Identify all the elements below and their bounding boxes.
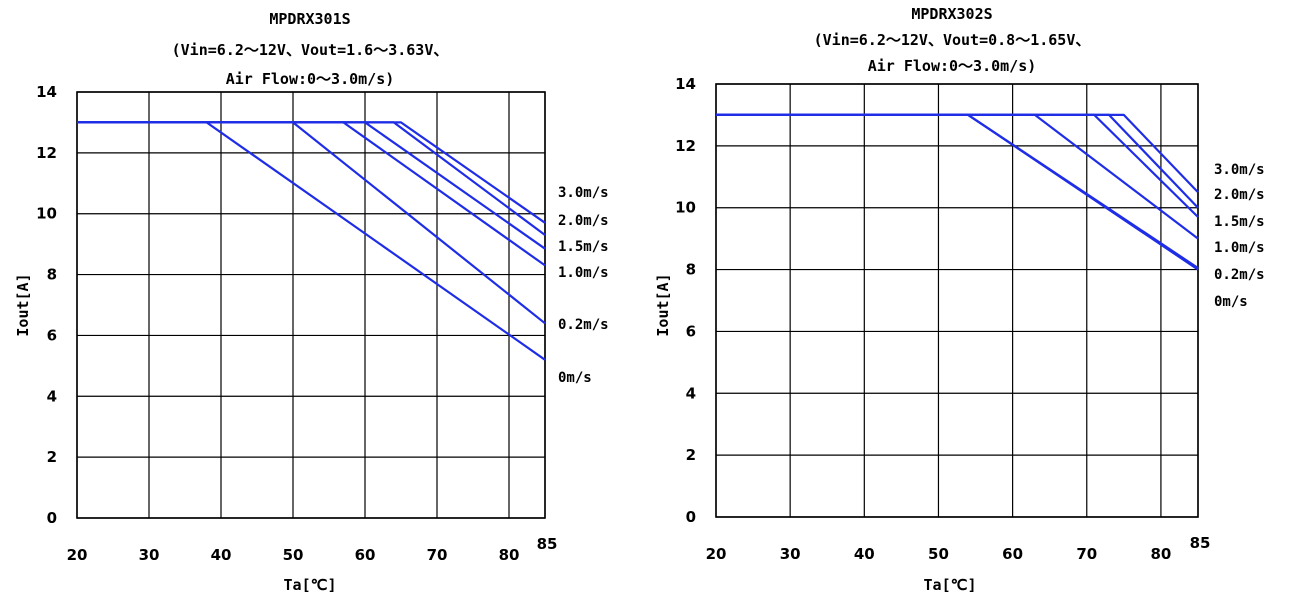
y-tick-label: 0 bbox=[686, 508, 696, 526]
series-label: 2.0m/s bbox=[558, 213, 609, 229]
chart-title: MPDRX302S bbox=[911, 5, 992, 23]
chart-subtitle-line-2: Air Flow:0～3.0m/s) bbox=[226, 70, 395, 88]
series-labels: 3.0m/s 2.0m/s 1.5m/s 1.0m/s 0.2m/s 0m/s bbox=[1214, 162, 1265, 310]
x-axis-ticks: 20 30 40 50 60 70 80 85 bbox=[67, 535, 558, 564]
y-axis-ticks: 0 2 4 6 8 10 12 14 bbox=[36, 83, 57, 527]
y-tick-label: 4 bbox=[686, 384, 696, 402]
plot-frame bbox=[715, 83, 1199, 518]
x-axis-ticks: 20 30 40 50 60 70 80 85 bbox=[706, 534, 1211, 563]
x-tick-label: 80 bbox=[1150, 545, 1171, 563]
chart-mpdrx302s: MPDRX302S (Vin=6.2～12V、Vout=0.8～1.65V、 A… bbox=[654, 5, 1265, 594]
chart-mpdrx301s: MPDRX301S (Vin=6.2～12V、Vout=1.6～3.63V、 A… bbox=[14, 10, 609, 594]
x-tick-label: 80 bbox=[499, 546, 520, 564]
x-tick-label: 40 bbox=[854, 545, 875, 563]
series-label: 0.2m/s bbox=[1214, 267, 1265, 283]
plot-grid bbox=[715, 83, 1199, 518]
series-line bbox=[716, 113, 1199, 218]
y-tick-label: 10 bbox=[36, 205, 57, 223]
series-label: 0m/s bbox=[558, 370, 592, 386]
chart-subtitle-line-1: (Vin=6.2～12V、Vout=1.6～3.63V、 bbox=[172, 41, 449, 59]
x-tick-label: 30 bbox=[139, 546, 160, 564]
series-lines bbox=[77, 121, 546, 361]
x-tick-label: 50 bbox=[928, 545, 949, 563]
series-label: 1.5m/s bbox=[558, 239, 609, 255]
y-tick-label: 6 bbox=[47, 326, 57, 344]
series-line bbox=[716, 113, 1199, 271]
x-tick-label: 20 bbox=[67, 546, 88, 564]
x-tick-label: 85 bbox=[1190, 534, 1211, 552]
y-tick-label: 0 bbox=[47, 509, 57, 527]
series-label: 0.2m/s bbox=[558, 317, 609, 333]
x-axis-label: Ta[℃] bbox=[284, 576, 337, 594]
y-tick-label: 12 bbox=[675, 137, 696, 155]
x-tick-label: 85 bbox=[537, 535, 558, 553]
series-label: 3.0m/s bbox=[1214, 162, 1265, 178]
series-label: 0m/s bbox=[1214, 294, 1248, 310]
plot-frame bbox=[76, 91, 546, 519]
series-label: 1.0m/s bbox=[558, 265, 609, 281]
series-line bbox=[77, 121, 546, 236]
x-tick-label: 50 bbox=[283, 546, 304, 564]
series-label: 3.0m/s bbox=[558, 185, 609, 201]
x-axis-label: Ta[℃] bbox=[924, 576, 977, 594]
series-line bbox=[77, 121, 546, 250]
x-tick-label: 60 bbox=[1002, 545, 1023, 563]
y-tick-label: 2 bbox=[686, 446, 696, 464]
plot-grid bbox=[76, 91, 546, 519]
y-axis-label: Iout[A] bbox=[654, 273, 672, 336]
y-tick-label: 8 bbox=[686, 261, 696, 279]
y-tick-label: 4 bbox=[47, 387, 57, 405]
chart-title: MPDRX301S bbox=[269, 10, 350, 28]
series-label: 1.5m/s bbox=[1214, 214, 1265, 230]
y-tick-label: 6 bbox=[686, 322, 696, 340]
y-tick-label: 14 bbox=[36, 83, 57, 101]
y-tick-label: 14 bbox=[675, 75, 696, 93]
y-axis-label: Iout[A] bbox=[14, 273, 32, 336]
x-tick-label: 30 bbox=[780, 545, 801, 563]
x-tick-label: 20 bbox=[706, 545, 727, 563]
x-tick-label: 70 bbox=[1076, 545, 1097, 563]
y-tick-label: 12 bbox=[36, 144, 57, 162]
series-line bbox=[716, 113, 1199, 269]
x-tick-label: 70 bbox=[427, 546, 448, 564]
chart-subtitle-line-2: Air Flow:0～3.0m/s) bbox=[868, 57, 1037, 75]
series-line bbox=[716, 113, 1199, 209]
series-line bbox=[77, 121, 546, 267]
chart-subtitle-line-1: (Vin=6.2～12V、Vout=0.8～1.65V、 bbox=[814, 31, 1091, 49]
y-axis-ticks: 0 2 4 6 8 10 12 14 bbox=[675, 75, 696, 526]
y-tick-label: 10 bbox=[675, 199, 696, 217]
series-label: 2.0m/s bbox=[1214, 187, 1265, 203]
series-labels: 3.0m/s 2.0m/s 1.5m/s 1.0m/s 0.2m/s 0m/s bbox=[558, 185, 609, 386]
x-tick-label: 40 bbox=[211, 546, 232, 564]
series-lines bbox=[716, 113, 1199, 271]
series-label: 1.0m/s bbox=[1214, 240, 1265, 256]
x-tick-label: 60 bbox=[355, 546, 376, 564]
y-tick-label: 8 bbox=[47, 266, 57, 284]
series-line bbox=[716, 113, 1199, 194]
series-line bbox=[77, 121, 546, 361]
y-tick-label: 2 bbox=[47, 448, 57, 466]
